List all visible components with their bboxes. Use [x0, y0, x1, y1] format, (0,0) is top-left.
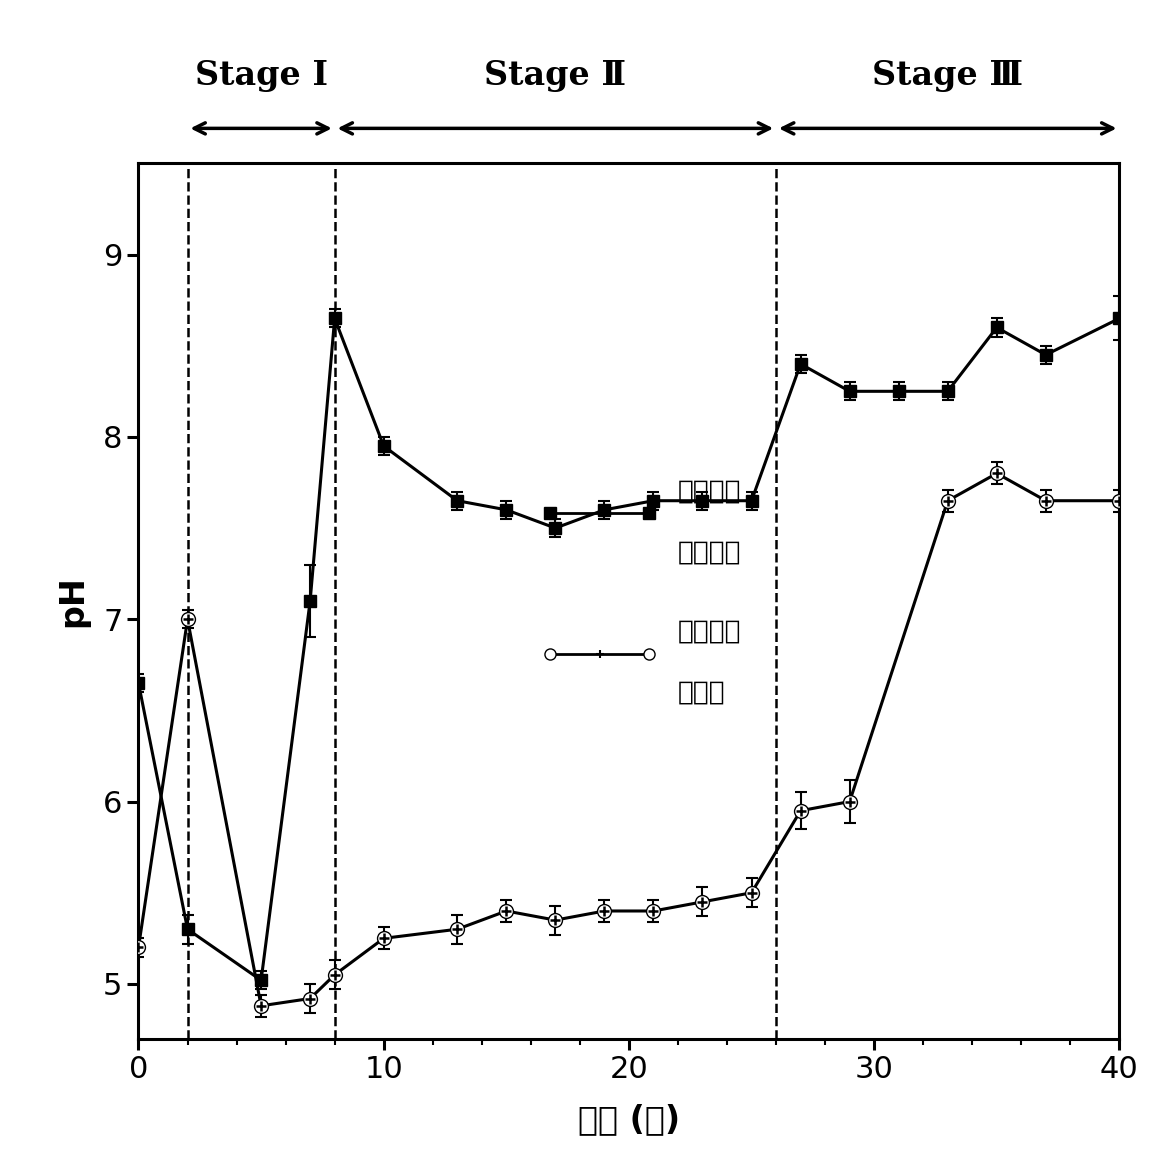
Y-axis label: pH: pH — [57, 575, 89, 627]
Text: Stage Ⅲ: Stage Ⅲ — [872, 60, 1024, 92]
Text: 基生物炭: 基生物炭 — [679, 540, 742, 566]
Text: Stage Ⅱ: Stage Ⅱ — [485, 60, 627, 92]
Text: 添加铁基: 添加铁基 — [679, 619, 742, 644]
Text: 生物炭: 生物炭 — [679, 680, 726, 706]
Text: Stage Ⅰ: Stage Ⅰ — [195, 60, 328, 92]
X-axis label: 时间 (天): 时间 (天) — [578, 1103, 680, 1135]
Text: 未添加铁: 未添加铁 — [679, 478, 742, 504]
